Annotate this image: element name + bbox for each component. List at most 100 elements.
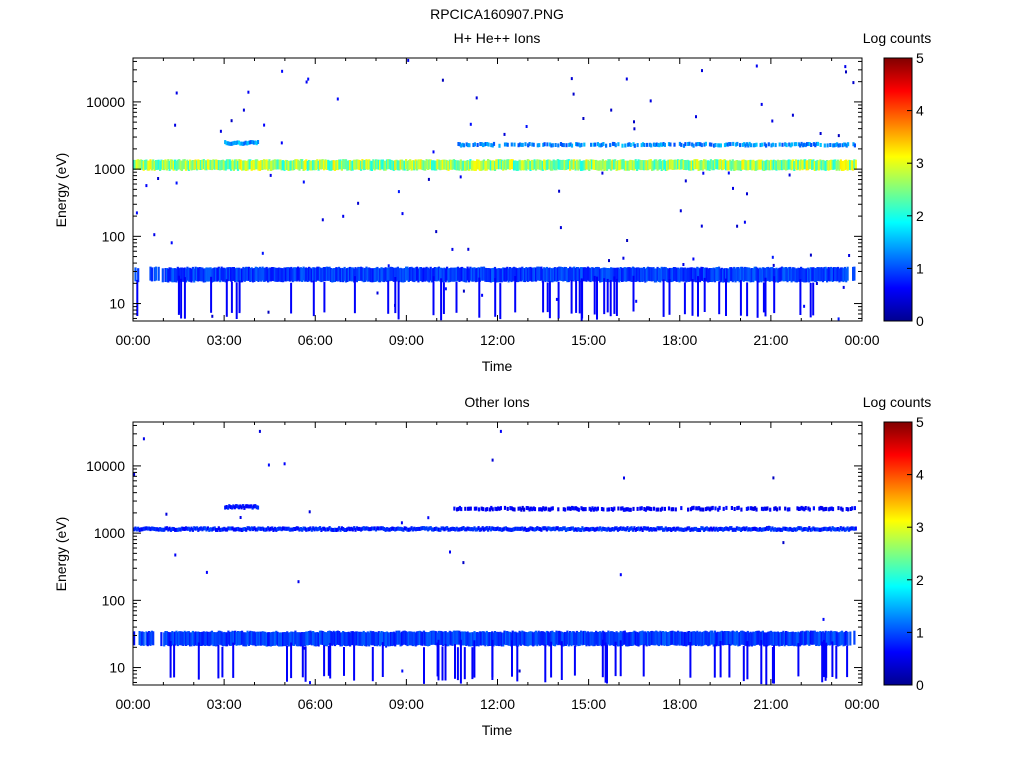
band-cell-low xyxy=(287,267,290,282)
count-cell xyxy=(308,510,311,514)
band-cell-alpha xyxy=(737,505,740,510)
band-cell-alpha xyxy=(657,142,660,147)
count-cell xyxy=(771,119,774,123)
band-cell-alpha xyxy=(544,506,548,511)
band-cell-low xyxy=(303,632,307,646)
band-cell-low xyxy=(458,268,461,282)
band-cell-main xyxy=(184,160,188,171)
band-cell-main xyxy=(425,526,428,531)
band-cell-main xyxy=(510,159,513,170)
band-cell-alpha xyxy=(476,143,479,147)
band-cell-low xyxy=(580,630,583,645)
count-cell xyxy=(559,226,562,230)
band-cell-main xyxy=(448,527,451,532)
band-cell-main xyxy=(489,160,492,171)
band-cell-low xyxy=(178,631,181,646)
band-cell-low xyxy=(236,267,240,282)
band-cell-low xyxy=(648,632,651,647)
low-energy-streak xyxy=(756,280,759,318)
band-cell-low xyxy=(331,631,334,646)
band-cell-low xyxy=(626,267,629,282)
band-cell-low xyxy=(503,267,506,282)
band-cell-low xyxy=(232,631,235,646)
x-tick-label: 21:00 xyxy=(753,332,788,348)
band-cell-alpha xyxy=(592,142,595,147)
band-cell-main xyxy=(675,526,678,531)
low-energy-streak xyxy=(442,282,445,314)
band-cell-main xyxy=(621,526,624,531)
band-cell-low xyxy=(239,268,242,283)
band-cell-main xyxy=(377,159,380,170)
band-cell-main xyxy=(432,160,435,171)
band-cell-low xyxy=(415,266,419,281)
band-cell-main xyxy=(206,526,209,531)
band-cell-low xyxy=(839,631,842,646)
band-cell-alpha xyxy=(661,142,664,147)
band-cell-main xyxy=(234,527,237,532)
band-cell-alpha-early xyxy=(235,504,238,509)
band-cell-alpha xyxy=(512,507,515,512)
band-cell-low xyxy=(528,631,531,646)
band-cell-low xyxy=(221,267,224,282)
band-cell-main xyxy=(342,527,345,531)
count-cell xyxy=(684,179,687,183)
band-cell-main xyxy=(600,160,603,171)
low-energy-streak xyxy=(742,646,745,682)
colorbar-label: Log counts xyxy=(863,394,932,410)
band-cell-main xyxy=(754,527,758,532)
band-cell-main xyxy=(709,526,712,531)
band-cell-alpha xyxy=(743,142,746,147)
band-cell-main xyxy=(549,527,553,532)
band-cell-low xyxy=(564,267,568,281)
band-cell-low xyxy=(588,267,591,282)
band-cell-low xyxy=(400,631,404,646)
band-cell-alpha xyxy=(568,506,571,511)
band-cell-low xyxy=(547,631,550,646)
band-cell-low xyxy=(366,631,369,646)
band-cell-main xyxy=(795,160,799,171)
band-cell-low xyxy=(830,630,833,645)
band-cell-main xyxy=(523,526,527,531)
band-cell-low xyxy=(513,266,516,281)
band-cell-main xyxy=(417,526,420,531)
band-cell-main xyxy=(308,527,311,532)
band-cell-main xyxy=(770,527,773,532)
band-cell-low xyxy=(545,630,548,645)
low-energy-streak xyxy=(217,644,220,679)
band-cell-low xyxy=(265,266,268,281)
band-cell-low xyxy=(262,631,266,646)
band-cell-main xyxy=(698,528,702,532)
band-cell-alpha xyxy=(717,143,720,148)
band-cell-alpha xyxy=(819,505,822,510)
band-cell-low xyxy=(528,267,531,282)
band-cell-main xyxy=(615,160,618,171)
band-cell-low xyxy=(339,268,342,283)
count-cell xyxy=(175,91,178,95)
low-energy-streak xyxy=(548,281,551,319)
count-cell xyxy=(157,177,160,180)
band-cell-low xyxy=(302,632,305,647)
band-cell-main xyxy=(730,526,733,531)
band-cell-main xyxy=(544,526,547,531)
band-cell-main xyxy=(634,527,637,532)
band-cell-main xyxy=(663,159,666,170)
band-cell-main xyxy=(398,160,401,171)
band-cell-alpha xyxy=(594,506,597,511)
band-cell-alpha xyxy=(518,142,522,147)
band-cell-low xyxy=(277,632,281,647)
band-cell-alpha xyxy=(797,142,800,147)
band-cell-main xyxy=(608,527,611,532)
x-tick-label: 18:00 xyxy=(662,696,697,712)
low-energy-streak xyxy=(423,647,425,684)
band-cell-low xyxy=(179,267,182,282)
band-cell-alpha xyxy=(458,142,461,147)
band-cell-main xyxy=(294,527,297,531)
band-cell-main xyxy=(797,159,800,170)
band-cell-low xyxy=(212,267,215,282)
band-cell-low xyxy=(752,631,755,646)
band-cell-main xyxy=(510,528,513,532)
band-cell-low xyxy=(141,631,144,646)
x-tick-label: 21:00 xyxy=(753,696,788,712)
low-energy-streak xyxy=(323,645,326,677)
band-cell-main xyxy=(786,527,789,532)
